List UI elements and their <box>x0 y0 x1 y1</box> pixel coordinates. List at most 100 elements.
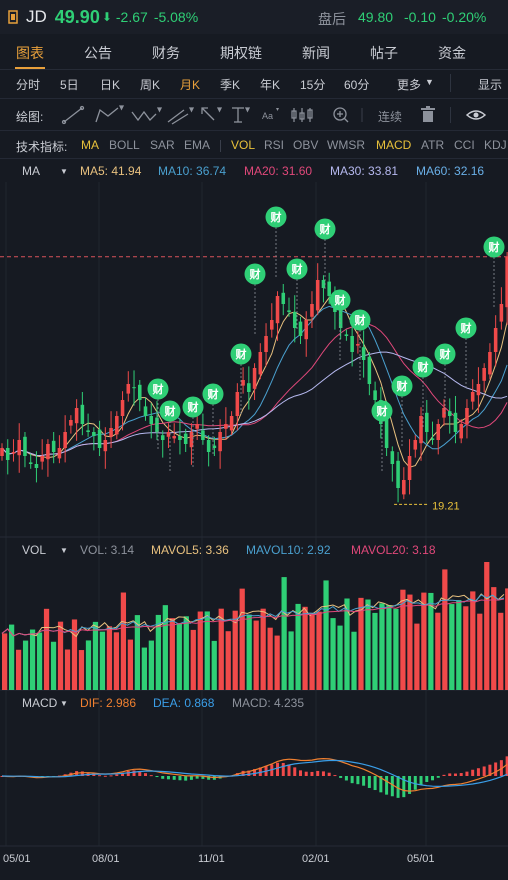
font-tool-icon[interactable]: Aa <box>262 108 279 121</box>
candle-body <box>488 352 492 375</box>
macd-value: MACD: 4.235 <box>232 696 305 710</box>
tab-financials[interactable]: 财务 <box>152 45 180 61</box>
indicator-sar[interactable]: SAR <box>150 138 175 152</box>
event-badge <box>286 258 308 280</box>
x-axis-label: 11/01 <box>198 853 225 865</box>
tab-capital[interactable]: 资金 <box>438 45 466 61</box>
candle-body <box>212 445 217 448</box>
period-week[interactable]: 周K <box>140 78 161 92</box>
volume-bar <box>435 612 441 690</box>
period-60min[interactable]: 60分 <box>344 78 370 92</box>
candle-body <box>361 347 366 360</box>
ma-selector[interactable]: MA <box>22 164 40 178</box>
continuous-draw-toggle[interactable]: 连续 <box>378 110 403 124</box>
arrow-tool-icon[interactable] <box>201 107 223 121</box>
chevron-down-icon: ▼ <box>60 546 68 555</box>
candle-body <box>120 400 125 416</box>
event-badge-label: 财 <box>417 360 429 374</box>
parallel-tool-icon[interactable] <box>167 107 195 125</box>
period-day[interactable]: 日K <box>100 78 121 92</box>
event-badge-label: 财 <box>319 222 331 236</box>
ma60-value: MA60: 32.16 <box>416 164 485 178</box>
x-axis-label: 02/01 <box>302 853 330 865</box>
ma30-value: MA30: 33.81 <box>330 164 399 178</box>
wave-tool-icon[interactable] <box>131 107 163 122</box>
indicator-kdj[interactable]: KDJ <box>484 138 507 152</box>
quote-header: JD 49.90 ⬇ -2.67 -5.08% 盘后 49.80 -0.10 -… <box>0 0 508 34</box>
candle-icon <box>8 10 18 24</box>
indicator-wmsr[interactable]: WMSR <box>327 138 365 152</box>
candle-body <box>103 440 108 452</box>
x-axis-label: 05/01 <box>407 853 435 865</box>
volume-bar <box>414 623 420 690</box>
period-15min[interactable]: 15分 <box>300 78 326 92</box>
candle-body <box>350 336 354 352</box>
ma10-line <box>1 305 508 457</box>
candle-body <box>172 436 176 439</box>
indicator-macd[interactable]: MACD <box>376 138 412 152</box>
indicator-ma[interactable]: MA <box>81 138 99 152</box>
candle-body <box>201 430 205 440</box>
indicator-atr[interactable]: ATR <box>421 138 445 152</box>
trash-icon[interactable] <box>420 106 436 124</box>
volume-bar <box>8 624 15 690</box>
candle-body <box>281 292 286 304</box>
indicator-rsi[interactable]: RSI <box>264 138 285 152</box>
down-arrow-icon: ⬇ <box>101 10 112 24</box>
display-settings[interactable]: 显示 <box>478 78 503 92</box>
indicator-vol[interactable]: VOL <box>231 138 256 152</box>
candle-tool-icon[interactable] <box>291 108 313 122</box>
candle-body <box>229 416 234 431</box>
volume-bar <box>295 603 301 690</box>
text-cursor-tool-icon[interactable] <box>232 107 251 123</box>
period-intraday[interactable]: 分时 <box>16 78 41 92</box>
indicator-obv[interactable]: OBV <box>293 138 319 152</box>
period-5d[interactable]: 5日 <box>60 78 79 92</box>
eye-icon[interactable] <box>466 108 486 122</box>
period-year[interactable]: 年K <box>260 78 281 92</box>
macd-histogram-bar <box>80 771 84 776</box>
macd-histogram-bar <box>184 776 188 781</box>
period-more[interactable]: 更多 <box>397 78 422 92</box>
vol-value: VOL: 3.14 <box>80 543 135 557</box>
tab-announcements[interactable]: 公告 <box>84 45 112 61</box>
tab-posts[interactable]: 帖子 <box>370 45 398 61</box>
period-quarter[interactable]: 季K <box>220 78 241 92</box>
volume-bar <box>330 618 336 690</box>
candle-body <box>499 304 504 322</box>
candle-body <box>505 256 508 308</box>
volume-bar <box>78 650 85 690</box>
zoom-tool-icon[interactable] <box>333 107 349 123</box>
candle-body <box>189 432 194 448</box>
macd-histogram-bar <box>321 771 325 776</box>
vol-selector[interactable]: VOL <box>22 543 47 557</box>
event-badge <box>230 343 252 365</box>
draw-label: 绘图: <box>16 110 44 124</box>
macd-histogram-bar <box>385 776 389 795</box>
volume-bar <box>246 614 252 690</box>
tab-news[interactable]: 新闻 <box>302 45 330 61</box>
indicator-ema[interactable]: EMA <box>184 138 211 152</box>
macd-histogram-bar <box>276 762 280 776</box>
volume-bar <box>337 625 343 690</box>
indicator-cci[interactable]: CCI <box>454 138 475 152</box>
candle-body <box>40 456 44 462</box>
macd-histogram-bar <box>304 771 308 776</box>
macd-histogram-bar <box>339 776 343 778</box>
tab-options[interactable]: 期权链 <box>220 45 262 61</box>
candle-body <box>470 392 475 402</box>
period-month[interactable]: 月K <box>180 78 201 92</box>
candle-body <box>178 436 182 440</box>
trendline-tool-icon[interactable] <box>61 105 85 125</box>
event-badge-label: 财 <box>270 210 282 224</box>
macd-histogram-bar <box>459 773 463 776</box>
polyline-tool-icon[interactable] <box>95 105 125 123</box>
candle-body <box>304 320 309 340</box>
macd-selector[interactable]: MACD <box>22 696 58 710</box>
indicator-boll[interactable]: BOLL <box>109 138 140 152</box>
candle-body <box>275 296 280 324</box>
volume-bar <box>85 640 92 690</box>
tab-chart[interactable]: 图表 <box>16 45 44 61</box>
macd-histogram-bar <box>189 776 193 780</box>
